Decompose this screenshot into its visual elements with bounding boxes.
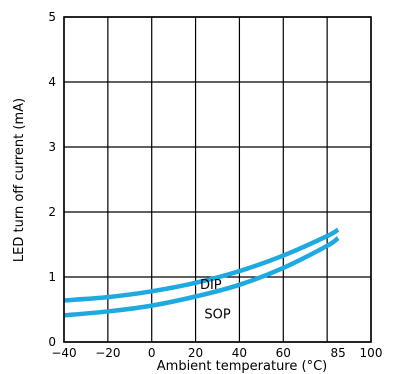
x-tick-label: −20 xyxy=(95,346,120,360)
x-tick-labels: −40 −20 0 20 40 60 85 100 xyxy=(51,346,382,360)
series-lines xyxy=(63,227,340,318)
y-tick-label: 5 xyxy=(48,10,56,24)
y-axis-label: LED turn off current (mA) xyxy=(12,98,27,262)
x-tick-label: 85 xyxy=(330,346,345,360)
series-labels: DIP SOP xyxy=(200,278,231,323)
y-tick-label: 0 xyxy=(48,335,56,349)
vertical-gridlines xyxy=(63,17,372,342)
y-tick-label: 3 xyxy=(48,140,56,154)
x-tick-label: 0 xyxy=(148,346,156,360)
x-tick-label: 100 xyxy=(360,346,383,360)
y-tick-label: 2 xyxy=(48,205,56,219)
series-line-sop xyxy=(63,236,340,318)
y-tick-labels: 0 1 2 3 4 5 xyxy=(48,10,56,349)
series-label-sop: SOP xyxy=(204,308,230,323)
series-label-dip: DIP xyxy=(200,278,222,293)
x-tick-label: 60 xyxy=(276,346,291,360)
series-line-dip xyxy=(63,227,340,303)
plot-frame xyxy=(63,16,372,343)
x-tick-label: 40 xyxy=(232,346,247,360)
y-tick-label: 4 xyxy=(48,75,56,89)
x-tick-label: −40 xyxy=(51,346,76,360)
x-axis-label: Ambient temperature (°C) xyxy=(157,359,327,374)
x-tick-label: 20 xyxy=(188,346,203,360)
y-tick-label: 1 xyxy=(48,270,56,284)
